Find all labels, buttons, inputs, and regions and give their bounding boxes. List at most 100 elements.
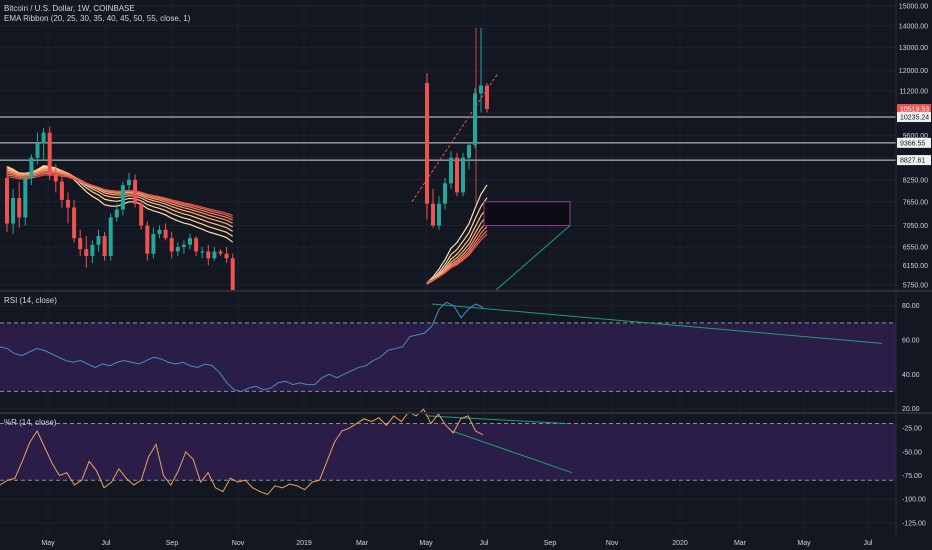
x-tick-label: Jul	[480, 540, 489, 547]
candle-body	[127, 179, 131, 186]
y-tick-label: 13000.00	[899, 45, 928, 52]
x-tick-label: Mar	[356, 540, 369, 547]
candle-body	[5, 178, 9, 224]
y-tick-label: 12000.00	[899, 68, 928, 75]
wr-divergence-line-lower	[451, 430, 573, 474]
x-tick-label: Nov	[606, 540, 619, 547]
price-tag-bg	[897, 137, 931, 148]
candle-body	[212, 251, 217, 259]
level-price-tag: 10235.24	[897, 112, 931, 123]
x-tick-label: Jul	[864, 540, 873, 547]
candle-body	[78, 238, 83, 250]
candle-body	[59, 181, 64, 200]
rsi-band	[0, 322, 896, 392]
y-tick-label: 8250.00	[903, 177, 928, 184]
price-tag-text: 10519.53	[900, 107, 929, 114]
price-tag-bg	[897, 155, 931, 166]
symbol-title[interactable]: Bitcoin / U.S. Dollar, 1W, COINBASE	[4, 4, 135, 13]
y-tick-label: -125.00	[902, 520, 926, 527]
candle-body	[108, 217, 113, 256]
price-tag-text: 10235.24	[900, 115, 929, 122]
x-tick-label: Nov	[232, 540, 245, 547]
x-tick-label: May	[797, 540, 811, 547]
x-tick-label: May	[41, 540, 55, 547]
candle-body	[194, 238, 199, 252]
ema-ribbon-line	[6, 167, 234, 232]
y-tick-label: 5750.00	[903, 282, 928, 289]
ema-ribbon	[6, 165, 488, 285]
y-tick-label: 7050.00	[903, 223, 928, 230]
candle-body	[53, 174, 58, 182]
candle-body	[181, 244, 186, 247]
candle-body	[84, 249, 89, 256]
panel-separators	[0, 0, 932, 537]
candle-body	[200, 251, 205, 253]
y-tick-label: 15000.00	[899, 3, 928, 10]
candle-body	[41, 132, 46, 144]
candle-body	[218, 251, 223, 254]
candle-body	[169, 238, 174, 252]
ema-ribbon-line	[6, 168, 233, 228]
indicator-bands	[0, 322, 896, 481]
candle-body	[66, 199, 70, 208]
y-tick-label: 11200.00	[899, 88, 928, 95]
y-tick-label: 60.00	[902, 338, 920, 345]
candle-body	[449, 157, 453, 184]
candle-body	[35, 143, 40, 158]
candle-body	[437, 203, 441, 226]
candle-body	[175, 246, 180, 252]
indicator-lines	[0, 301, 484, 496]
y-tick-label: 20.00	[902, 406, 920, 413]
candle-body	[90, 244, 95, 256]
x-tick-label: Sep	[544, 540, 557, 547]
candle-body	[102, 236, 107, 256]
rsi-title[interactable]: RSI (14, close)	[4, 296, 57, 305]
x-axis[interactable]: May Jul Sep Nov 2019 Mar May Jul Sep Nov 2020 Mar Ma…	[41, 540, 873, 547]
candle-body	[206, 251, 211, 259]
x-tick-label: 2020	[672, 540, 688, 547]
wr-title[interactable]: %R (14, close)	[4, 418, 57, 427]
y-tick-label: -25.00	[902, 426, 922, 433]
y-tick-label: 14000.00	[899, 23, 928, 30]
candle-body	[29, 157, 34, 179]
level-price-tag: 9366.55	[897, 137, 931, 148]
candle-body	[145, 225, 150, 254]
x-tick-label: Sep	[166, 540, 179, 547]
ema-ribbon-line	[426, 197, 488, 285]
candle-body	[188, 238, 192, 245]
ema-ribbon-line	[6, 166, 234, 237]
candle-body	[163, 229, 168, 239]
candles	[5, 27, 489, 290]
rsi-legend: RSI (14, close)	[4, 296, 57, 306]
y-tick-label: 7650.00	[903, 199, 928, 206]
y-tick-label: 80.00	[902, 303, 920, 310]
y-tick-label: -75.00	[902, 473, 922, 480]
candle-body	[120, 185, 125, 210]
candle-body	[479, 85, 483, 94]
ema-ribbon-line	[426, 184, 488, 284]
candle-body	[431, 203, 435, 226]
ema-ribbon-line	[426, 233, 488, 283]
x-tick-label: Jul	[102, 540, 111, 547]
indicator-title[interactable]: EMA Ribbon (20, 25, 30, 35, 40, 45, 50, …	[4, 14, 191, 23]
y-tick-label: 40.00	[902, 372, 920, 379]
candle-body	[157, 229, 162, 234]
y-tick-label: 6150.00	[903, 263, 928, 270]
x-tick-label: May	[419, 540, 433, 547]
price-tag-text: 9366.55	[900, 140, 925, 147]
candle-body	[224, 253, 229, 259]
candle-body	[467, 144, 471, 158]
y-tick-label: -100.00	[902, 497, 926, 504]
ema-ribbon-line	[6, 165, 234, 243]
horizontal-levels	[0, 116, 896, 161]
y-axis[interactable]: 15000.00 14000.00 13000.00 12000.00 11200.00…	[899, 3, 928, 527]
candle-body	[96, 236, 101, 245]
wr-divergence-line-upper	[426, 415, 567, 424]
candle-body	[114, 209, 119, 218]
rsi-divergence-line	[431, 303, 883, 344]
candle-body	[72, 207, 77, 239]
wr-legend: %R (14, close)	[4, 418, 56, 428]
rsi-line	[0, 301, 484, 392]
